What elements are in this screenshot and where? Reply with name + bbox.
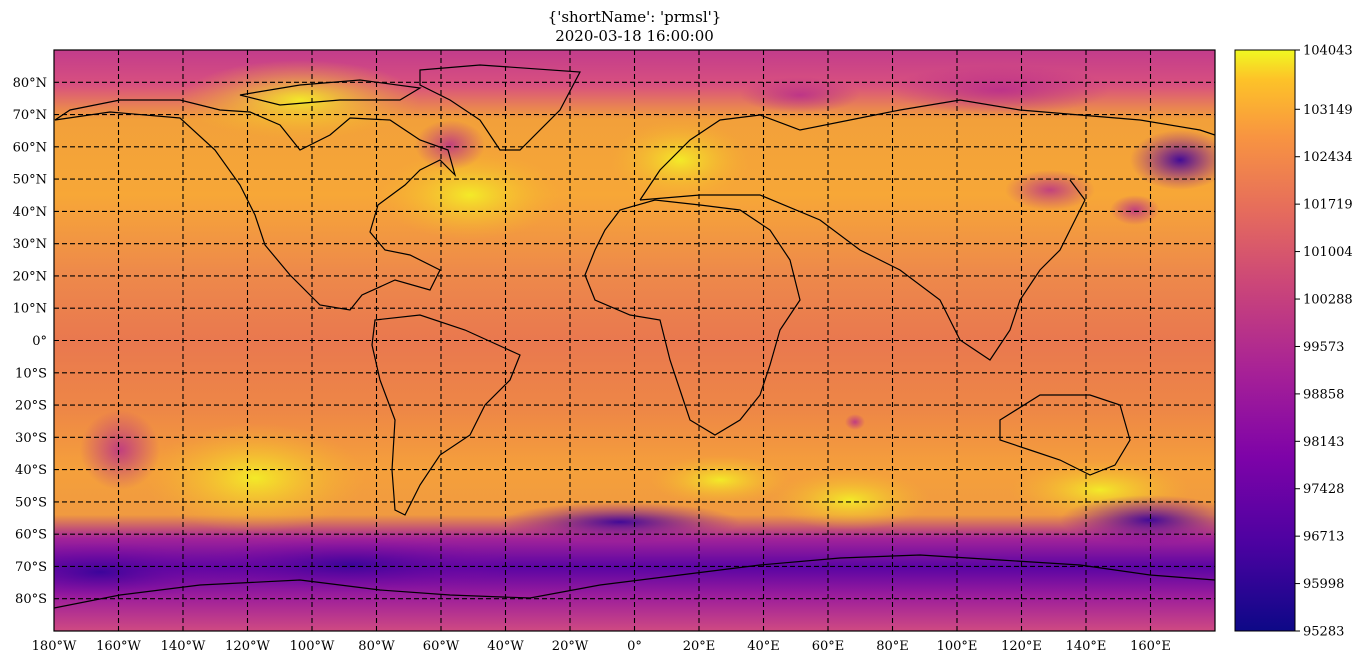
lat-tick-label: 50°N <box>13 173 47 188</box>
colorbar-tick-label: 104043 <box>1303 44 1353 59</box>
colorbar-tick-label: 98143 <box>1303 435 1344 450</box>
longitude-tick-labels: 180°W 160°W 140°W 120°W 100°W 80°W 60°W 40°W 20°… <box>32 639 1171 654</box>
map-title: {'shortName': 'prmsl'} <box>547 8 722 26</box>
lon-tick-label: 160°E <box>1130 639 1171 654</box>
map-timestamp: 2020-03-18 16:00:00 <box>555 27 714 45</box>
lat-tick-label: 60°N <box>13 140 47 155</box>
lon-tick-label: 100°E <box>937 639 978 654</box>
pressure-field <box>54 50 1215 631</box>
lon-tick-label: 20°W <box>552 639 589 654</box>
lon-tick-label: 160°W <box>96 639 141 654</box>
colorbar <box>1234 49 1296 632</box>
lon-tick-label: 80°W <box>358 639 395 654</box>
lat-tick-label: 60°S <box>15 528 47 543</box>
map-frame <box>53 49 1216 632</box>
lat-tick-label: 20°S <box>15 399 47 414</box>
colorbar-tick-label: 101719 <box>1303 198 1353 213</box>
lat-tick-label: 40°N <box>13 205 47 220</box>
lat-tick-label: 40°S <box>15 463 47 478</box>
colorbar-tick-label: 95998 <box>1303 577 1344 592</box>
lon-tick-label: 140°E <box>1066 639 1107 654</box>
lon-tick-label: 20°E <box>683 639 716 654</box>
colorbar-tick-label: 97428 <box>1303 482 1344 497</box>
lon-tick-label: 140°W <box>161 639 206 654</box>
lon-tick-label: 40°W <box>487 639 524 654</box>
colorbar-tick-label: 101004 <box>1303 245 1353 260</box>
lon-tick-label: 120°W <box>225 639 270 654</box>
colorbar-tick-label: 100288 <box>1303 293 1353 308</box>
lat-tick-label: 70°N <box>13 108 47 123</box>
colorbar-tick-label: 99573 <box>1303 340 1344 355</box>
lon-tick-label: 60°W <box>423 639 460 654</box>
gridlines <box>54 50 1215 631</box>
colorbar-tick-label: 102434 <box>1303 150 1353 165</box>
colorbar-tick-labels: 104043 103149 102434 101719 101004 100288 9957… <box>1295 44 1353 640</box>
colorbar-tick-label: 98858 <box>1303 387 1344 402</box>
lat-tick-label: 10°S <box>15 366 47 381</box>
lon-tick-label: 80°E <box>876 639 909 654</box>
lon-tick-label: 100°W <box>290 639 335 654</box>
lon-tick-label: 120°E <box>1001 639 1042 654</box>
coastlines <box>54 64 1215 609</box>
colorbar-tick-label: 96713 <box>1303 530 1344 545</box>
lon-tick-label: 60°E <box>812 639 845 654</box>
latitude-tick-labels: 80°N 70°N 60°N 50°N 40°N 30°N 20°N 10°N 0° 10°S 20… <box>13 76 47 607</box>
lon-tick-label: 0° <box>627 639 642 654</box>
lat-tick-label: 10°N <box>13 302 47 317</box>
lat-tick-label: 80°N <box>13 76 47 91</box>
lat-tick-label: 70°S <box>15 560 47 575</box>
lat-tick-label: 80°S <box>15 592 47 607</box>
lat-tick-label: 50°S <box>15 495 47 510</box>
lat-tick-label: 30°S <box>15 431 47 446</box>
lon-tick-label: 180°W <box>32 639 77 654</box>
lon-tick-label: 40°E <box>747 639 780 654</box>
colorbar-tick-label: 103149 <box>1303 103 1353 118</box>
colorbar-tick-label: 95283 <box>1303 625 1344 640</box>
lat-tick-label: 20°N <box>13 269 47 284</box>
lat-tick-label: 30°N <box>13 237 47 252</box>
lat-tick-label: 0° <box>32 334 47 349</box>
